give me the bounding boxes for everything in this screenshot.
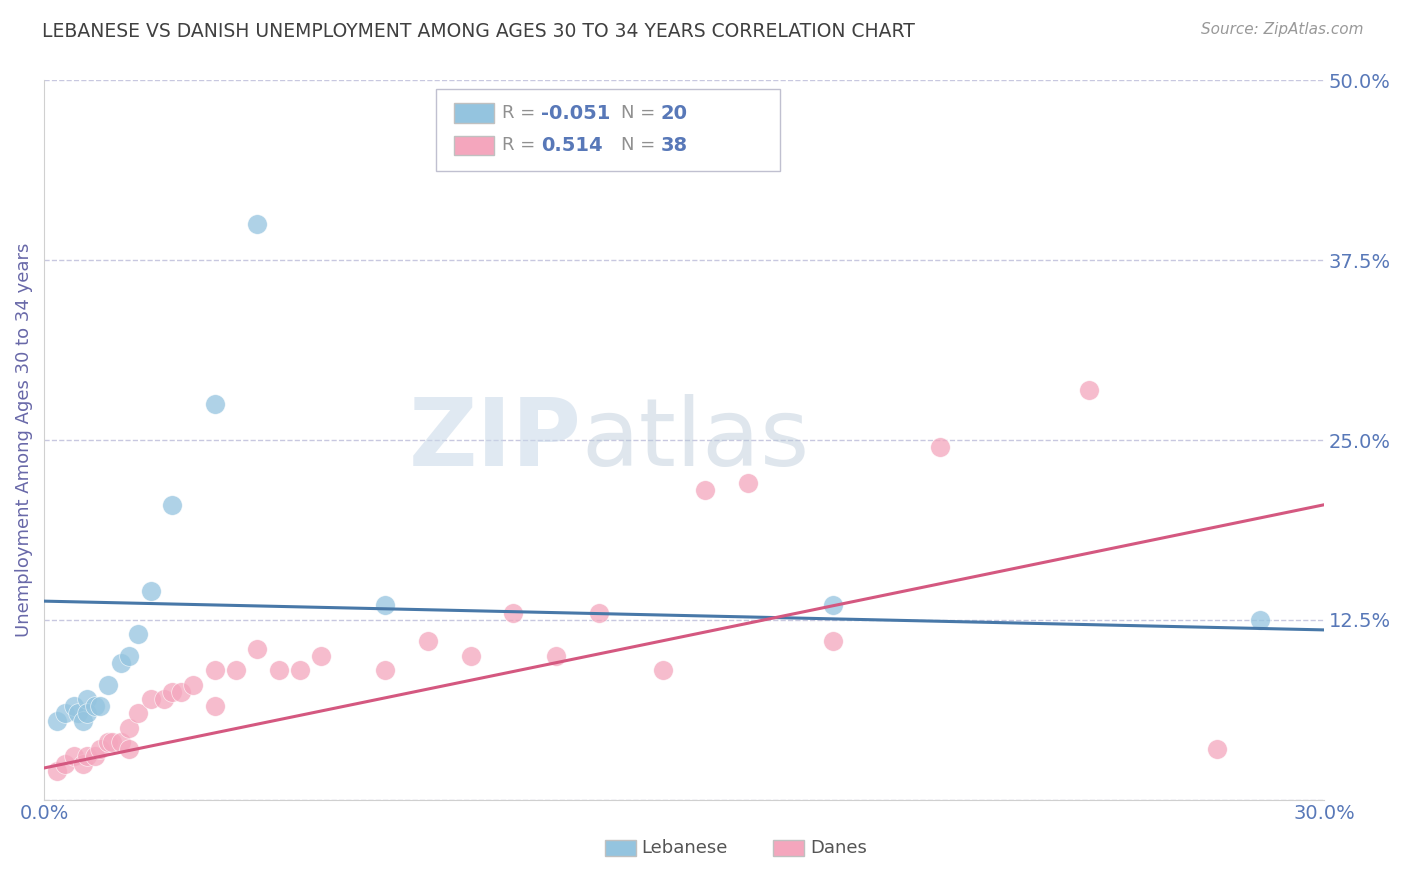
- Text: -0.051: -0.051: [541, 103, 610, 123]
- Point: [267, 663, 290, 677]
- Point: [55, 706, 77, 721]
- Point: [110, 735, 132, 749]
- Point: [89, 699, 111, 714]
- Point: [89, 742, 111, 756]
- Point: [695, 483, 717, 498]
- Point: [374, 663, 396, 677]
- Point: [502, 606, 524, 620]
- Point: [45, 764, 67, 778]
- Point: [110, 656, 132, 670]
- Point: [460, 648, 482, 663]
- Text: LEBANESE VS DANISH UNEMPLOYMENT AMONG AGES 30 TO 34 YEARS CORRELATION CHART: LEBANESE VS DANISH UNEMPLOYMENT AMONG AG…: [42, 22, 915, 41]
- Point: [183, 677, 205, 691]
- Point: [63, 749, 86, 764]
- Point: [823, 634, 845, 648]
- Text: 20: 20: [661, 103, 688, 123]
- Text: N =: N =: [621, 104, 661, 122]
- Text: R =: R =: [502, 104, 541, 122]
- Point: [72, 756, 94, 771]
- Point: [63, 699, 86, 714]
- Point: [76, 706, 98, 721]
- Text: Lebanese: Lebanese: [641, 839, 727, 857]
- Point: [204, 397, 226, 411]
- Point: [139, 584, 162, 599]
- Point: [204, 699, 226, 714]
- Point: [127, 706, 149, 721]
- Point: [1249, 613, 1271, 627]
- Text: ZIP: ZIP: [409, 394, 582, 486]
- Point: [737, 476, 759, 491]
- Point: [225, 663, 247, 677]
- Point: [544, 648, 567, 663]
- Point: [118, 742, 141, 756]
- Text: Source: ZipAtlas.com: Source: ZipAtlas.com: [1201, 22, 1364, 37]
- Point: [246, 641, 269, 656]
- Point: [118, 721, 141, 735]
- Y-axis label: Unemployment Among Ages 30 to 34 years: Unemployment Among Ages 30 to 34 years: [15, 243, 32, 637]
- Point: [1206, 742, 1229, 756]
- Point: [160, 498, 183, 512]
- Point: [76, 749, 98, 764]
- Point: [84, 749, 107, 764]
- Text: N =: N =: [621, 136, 661, 154]
- Point: [139, 692, 162, 706]
- Point: [588, 606, 610, 620]
- Text: atlas: atlas: [582, 394, 810, 486]
- Text: R =: R =: [502, 136, 541, 154]
- Point: [72, 714, 94, 728]
- Point: [651, 663, 673, 677]
- Point: [374, 599, 396, 613]
- Text: 38: 38: [661, 136, 688, 155]
- Point: [929, 440, 952, 454]
- Point: [97, 677, 120, 691]
- Text: 0.514: 0.514: [541, 136, 603, 155]
- Point: [169, 685, 191, 699]
- Point: [76, 692, 98, 706]
- Point: [152, 692, 174, 706]
- Point: [118, 648, 141, 663]
- Point: [311, 648, 333, 663]
- Point: [246, 217, 269, 231]
- Point: [416, 634, 439, 648]
- Point: [160, 685, 183, 699]
- Point: [55, 756, 77, 771]
- Point: [45, 714, 67, 728]
- Point: [101, 735, 124, 749]
- Point: [1078, 383, 1101, 397]
- Point: [84, 699, 107, 714]
- Point: [823, 599, 845, 613]
- Point: [67, 706, 90, 721]
- Point: [127, 627, 149, 641]
- Point: [204, 663, 226, 677]
- Text: Danes: Danes: [810, 839, 866, 857]
- Point: [288, 663, 311, 677]
- Point: [97, 735, 120, 749]
